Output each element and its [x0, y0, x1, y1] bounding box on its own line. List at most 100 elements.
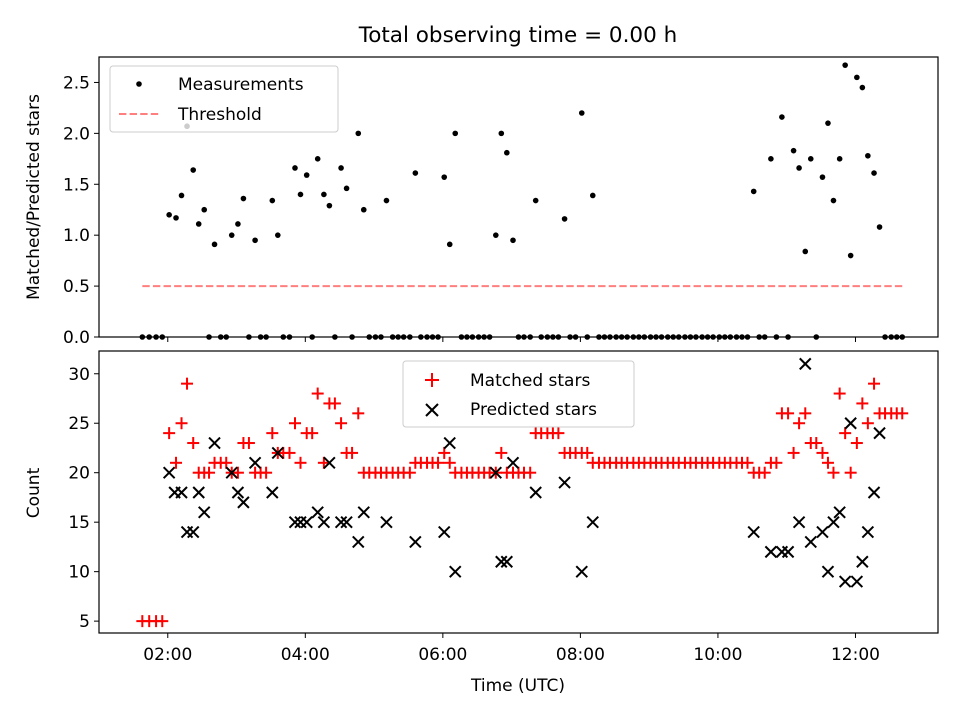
- measurement-point: [790, 147, 797, 154]
- measurement-point: [779, 114, 785, 120]
- predicted-star-point: [575, 565, 588, 578]
- bottom-x-tick-label: 04:00: [281, 645, 330, 665]
- predicted-star-point: [248, 456, 262, 470]
- measurement-point: [252, 237, 258, 244]
- predicted-star-point: [266, 486, 279, 499]
- predicted-star-point: [586, 515, 599, 529]
- legend-measurements-label: Measurements: [178, 75, 304, 95]
- matched-star-point: [581, 446, 594, 459]
- bottom-x-tick-label: 02:00: [143, 645, 192, 665]
- measurement-point: [173, 215, 179, 221]
- predicted-star-point: [175, 486, 188, 499]
- measurement-point: [383, 197, 390, 204]
- predicted-star-point: [816, 525, 829, 539]
- predicted-star-point: [311, 506, 324, 519]
- measurement-point: [228, 232, 235, 238]
- predicted-star-point: [489, 466, 503, 479]
- predicted-star-point: [288, 515, 302, 529]
- predicted-star-point: [271, 446, 285, 460]
- predicted-star-point: [198, 506, 211, 519]
- bottom-y-tick-label: 30: [68, 365, 90, 385]
- matched-star-point: [827, 466, 840, 479]
- measurement-point: [854, 74, 860, 81]
- predicted-star-point: [781, 545, 795, 559]
- matched-star-point: [896, 407, 909, 420]
- matched-star-point: [170, 456, 183, 469]
- predicted-star-point: [867, 486, 881, 499]
- measurement-point: [498, 130, 505, 137]
- predicted-star-point: [838, 575, 852, 588]
- predicted-star-point: [357, 506, 370, 519]
- bottom-x-tick-label: 08:00: [556, 645, 605, 665]
- predicted-star-point: [861, 525, 875, 539]
- bottom-y-tick-label: 10: [68, 563, 90, 583]
- measurement-point: [589, 192, 596, 199]
- predicted-star-point: [821, 565, 835, 578]
- predicted-star-point: [495, 555, 508, 568]
- legend-predicted-marker: [425, 403, 439, 417]
- bottom-y-tick-label: 5: [79, 612, 90, 632]
- measurement-point: [830, 197, 837, 204]
- predicted-star-point: [438, 525, 451, 539]
- measurement-point: [446, 241, 453, 248]
- matched-star-point: [850, 437, 863, 450]
- figure-title: Total observing time = 0.00 h: [358, 23, 678, 48]
- matched-star-point: [782, 407, 795, 420]
- measurement-point: [235, 221, 241, 227]
- bottom-x-tick-label: 06:00: [418, 645, 467, 665]
- measurement-point: [750, 188, 757, 195]
- measurement-point: [275, 232, 281, 238]
- predicted-star-point: [747, 525, 760, 539]
- predicted-star-point: [764, 545, 778, 559]
- measurement-point: [178, 192, 185, 199]
- matched-star-point: [156, 615, 169, 628]
- matched-star-point: [833, 387, 846, 400]
- measurement-point: [292, 165, 298, 171]
- predicted-star-point: [529, 486, 542, 499]
- matched-star-point: [335, 417, 348, 430]
- top-legend: Measurements Threshold: [109, 65, 339, 133]
- matched-star-point: [175, 417, 188, 430]
- measurement-point: [768, 156, 774, 162]
- matched-star-point: [741, 456, 754, 469]
- measurement-point: [825, 120, 831, 126]
- matched-star-point: [163, 427, 176, 440]
- measurement-point: [338, 165, 344, 171]
- matched-star-point: [220, 456, 233, 469]
- matched-star-point: [787, 446, 800, 459]
- measurement-point: [836, 156, 843, 162]
- measurement-point: [269, 197, 276, 204]
- top-y-tick-label: 1.5: [63, 175, 90, 195]
- predicted-star-point: [850, 575, 864, 588]
- predicted-star-point: [334, 515, 348, 529]
- matched-star-point: [283, 446, 296, 459]
- measurement-point: [796, 165, 802, 171]
- measurement-point: [314, 156, 321, 162]
- matched-star-point: [844, 466, 857, 479]
- bottom-legend: Matched stars Predicted stars: [402, 360, 635, 428]
- matched-star-point: [816, 446, 829, 459]
- predicted-star-point: [380, 515, 393, 529]
- matched-star-point: [443, 456, 456, 469]
- predicted-star-point: [237, 496, 250, 509]
- measurement-point: [493, 232, 499, 238]
- measurement-point: [321, 191, 327, 198]
- matched-star-point: [317, 456, 330, 469]
- matched-star-point: [288, 417, 301, 430]
- measurement-point: [578, 110, 585, 116]
- predicted-star-point: [300, 515, 313, 529]
- measurement-point: [859, 84, 866, 91]
- predicted-star-point: [231, 486, 245, 499]
- predicted-star-point: [833, 506, 846, 519]
- measurement-point: [452, 130, 459, 137]
- predicted-star-point: [506, 456, 520, 470]
- bottom-legend-box: [402, 360, 635, 428]
- predicted-star-point: [856, 555, 869, 568]
- predicted-star-point: [162, 466, 176, 479]
- matched-star-point: [770, 456, 783, 469]
- matched-star-point: [260, 466, 273, 479]
- measurement-point: [190, 167, 197, 173]
- predicted-star-point: [192, 486, 205, 499]
- measurement-point: [355, 130, 362, 137]
